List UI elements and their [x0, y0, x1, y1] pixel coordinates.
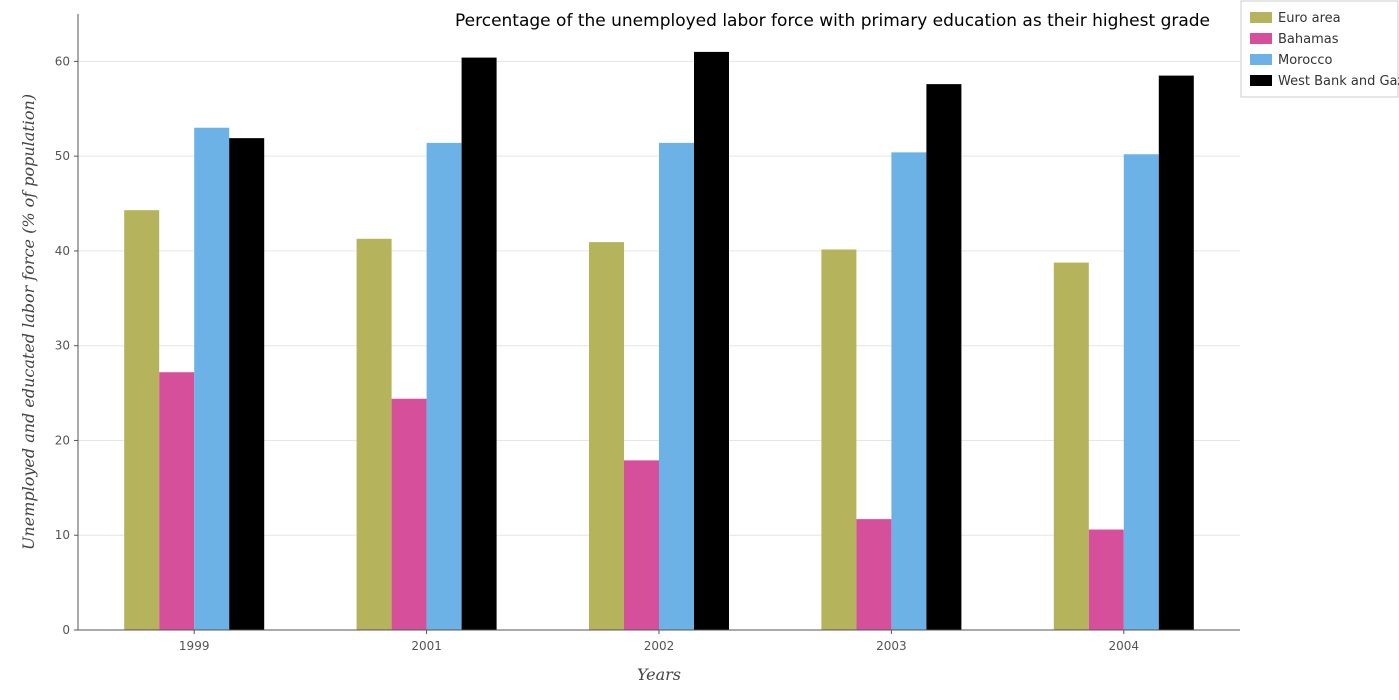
bar-euro-area-2004 [1053, 262, 1089, 630]
y-tick-label: 60 [55, 54, 70, 68]
bar-bahamas-1999 [159, 372, 195, 630]
bar-euro-area-2002 [589, 242, 624, 630]
y-tick-label: 10 [55, 528, 70, 542]
bar-west-bank-and-gaza-2001 [461, 57, 497, 630]
bar-euro-area-2001 [356, 238, 392, 631]
y-tick-label: 20 [55, 433, 70, 447]
legend-label: Bahamas [1278, 32, 1339, 47]
y-tick-label: 30 [55, 339, 70, 353]
y-tick-label: 50 [55, 149, 70, 163]
x-tick-label: 2002 [644, 639, 675, 653]
bar-morocco-2003 [891, 152, 927, 630]
x-tick-label: 2003 [876, 639, 907, 653]
bar-west-bank-and-gaza-2004 [1158, 75, 1194, 631]
bar-euro-area-1999 [124, 210, 160, 630]
y-tick-labels: 0 10 20 30 40 50 60 [55, 54, 78, 637]
legend-swatch-euro-area [1250, 12, 1272, 23]
legend-label: Morocco [1278, 53, 1332, 68]
legend: Euro area Bahamas Morocco West Bank and Gaz… [1240, 0, 1399, 98]
bar-bahamas-2002 [624, 460, 659, 630]
legend-swatch-morocco [1250, 54, 1272, 65]
bar-bahamas-2004 [1088, 529, 1124, 630]
legend-swatch-west-bank-and-gaza [1250, 75, 1272, 86]
bar-euro-area-2003 [821, 249, 857, 631]
x-axis-label: Years [637, 665, 681, 684]
legend-label: West Bank and Gaza [1278, 74, 1399, 89]
x-tick-label: 2001 [411, 639, 442, 653]
legend-swatch-bahamas [1250, 33, 1272, 44]
bar-morocco-2002 [659, 142, 694, 630]
bar-morocco-1999 [194, 127, 230, 630]
x-tick-label: 2004 [1109, 639, 1140, 653]
legend-label: Euro area [1278, 11, 1341, 26]
y-axis-label: Unemployed and educated labor force (% o… [19, 94, 38, 550]
bar-bahamas-2003 [856, 519, 892, 630]
bar-west-bank-and-gaza-1999 [229, 138, 265, 630]
bar-west-bank-and-gaza-2002 [694, 51, 729, 630]
bar-morocco-2004 [1123, 154, 1159, 630]
x-tick-label: 1999 [179, 639, 210, 653]
y-tick-label: 0 [62, 623, 70, 637]
bar-morocco-2001 [426, 142, 462, 630]
x-tick-labels: 1999 2001 2002 2003 2004 [179, 630, 1139, 653]
bar-bahamas-2001 [391, 398, 427, 630]
y-tick-label: 40 [55, 244, 70, 258]
chart-title: Percentage of the unemployed labor force… [455, 11, 1210, 31]
bars [124, 51, 1194, 631]
bar-west-bank-and-gaza-2003 [926, 84, 962, 631]
